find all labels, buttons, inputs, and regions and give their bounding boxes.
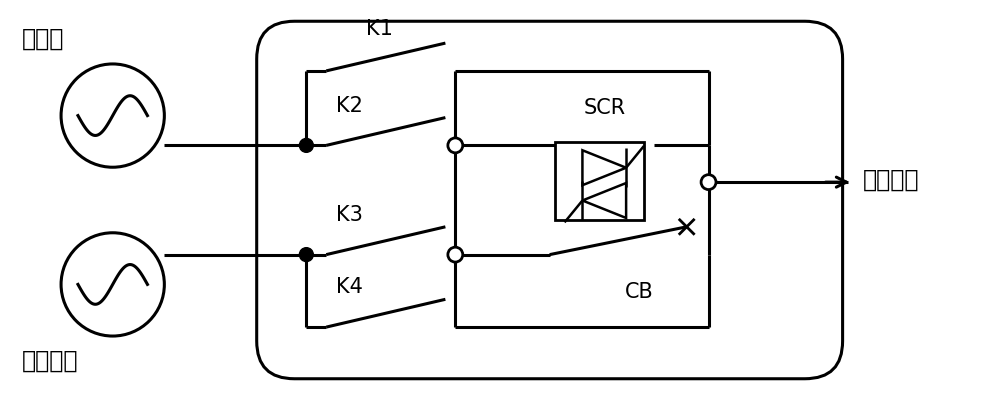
Circle shape: [448, 138, 463, 153]
Bar: [555, 142, 644, 220]
Text: SCR: SCR: [583, 98, 625, 118]
Text: 用电设备: 用电设备: [862, 168, 919, 192]
Circle shape: [701, 175, 716, 190]
Circle shape: [61, 233, 164, 336]
Text: 主电源: 主电源: [21, 27, 64, 51]
Text: K3: K3: [336, 205, 363, 225]
Text: K1: K1: [366, 19, 393, 39]
Circle shape: [299, 248, 313, 262]
Text: K2: K2: [336, 96, 363, 116]
Circle shape: [299, 138, 313, 152]
Text: 备用电源: 备用电源: [21, 349, 78, 373]
Text: CB: CB: [625, 282, 653, 302]
Text: K4: K4: [336, 277, 363, 297]
Circle shape: [61, 64, 164, 167]
FancyBboxPatch shape: [257, 21, 843, 379]
Circle shape: [448, 247, 463, 262]
